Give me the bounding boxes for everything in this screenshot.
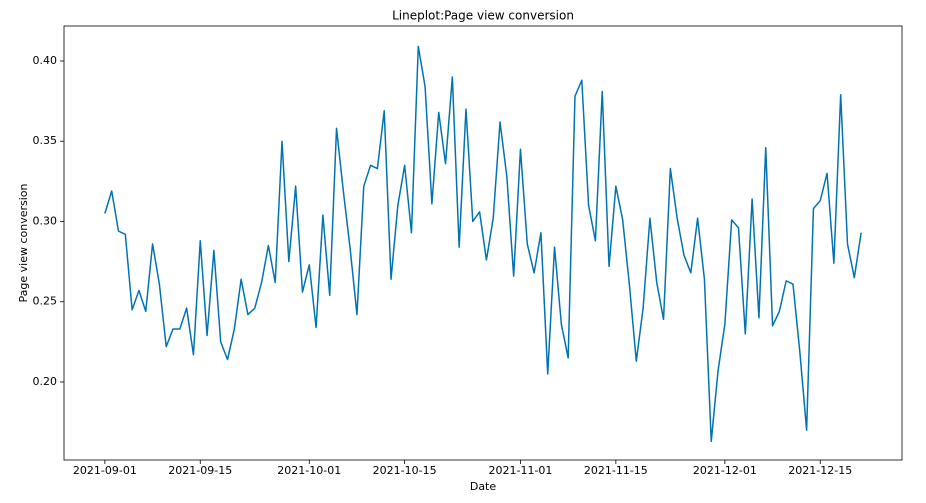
x-tick-label: 2021-10-15 bbox=[373, 464, 437, 477]
y-tick-label: 0.35 bbox=[33, 134, 58, 147]
x-tick-label: 2021-11-01 bbox=[489, 464, 553, 477]
y-tick-label: 0.30 bbox=[33, 214, 58, 227]
x-axis-label: Date bbox=[470, 480, 497, 493]
x-tick-label: 2021-09-15 bbox=[168, 464, 232, 477]
y-tick-label: 0.25 bbox=[33, 295, 58, 308]
x-tick-label: 2021-12-01 bbox=[693, 464, 757, 477]
x-tick-label: 2021-12-15 bbox=[788, 464, 852, 477]
plot-frame bbox=[63, 25, 903, 461]
y-tick-label: 0.20 bbox=[33, 375, 58, 388]
x-tick-label: 2021-11-15 bbox=[584, 464, 648, 477]
x-tick-label: 2021-09-01 bbox=[73, 464, 137, 477]
y-tick-label: 0.40 bbox=[33, 54, 58, 67]
y-axis-label: Page view conversion bbox=[17, 183, 30, 302]
x-tick-label: 2021-10-01 bbox=[277, 464, 341, 477]
chart-title: Lineplot:Page view conversion bbox=[392, 9, 574, 23]
data-line bbox=[104, 45, 862, 443]
